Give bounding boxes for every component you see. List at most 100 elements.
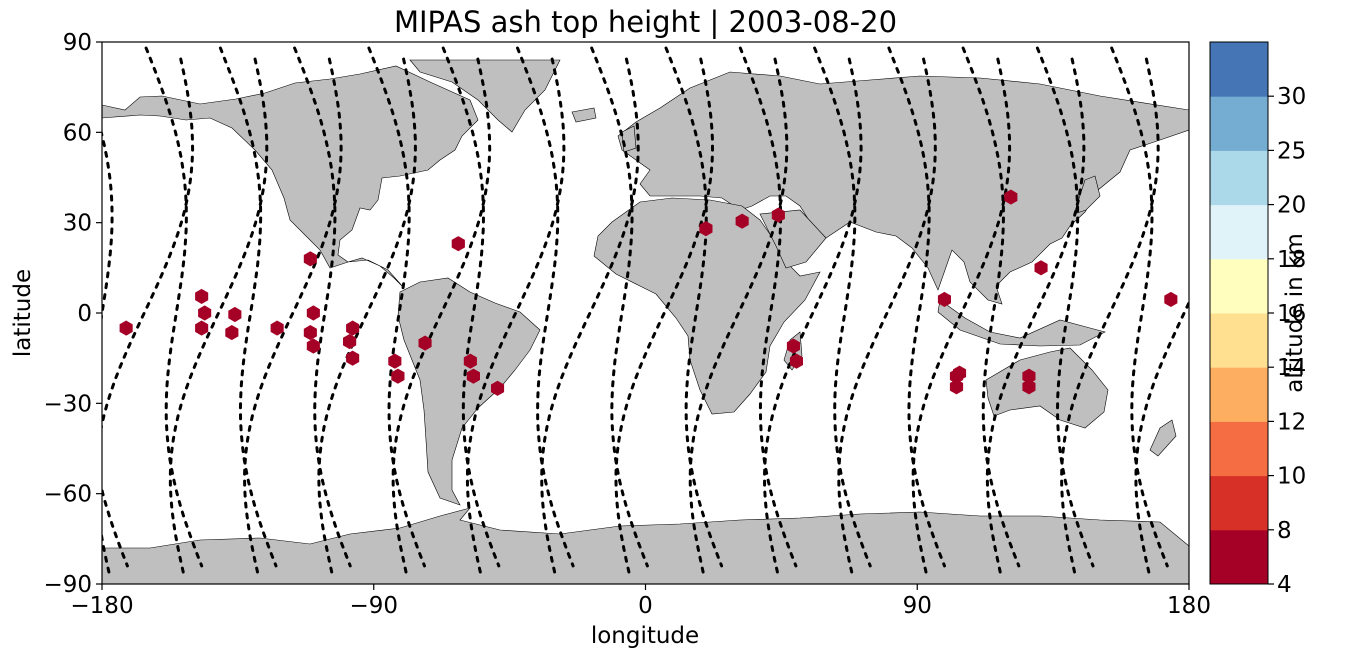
x-tick-label: 180 <box>1167 593 1211 619</box>
orbit-track-descending <box>516 46 575 568</box>
ash-point <box>451 236 465 252</box>
y-tick-label: −60 <box>43 482 92 508</box>
ash-point <box>1034 260 1048 276</box>
colorbar-tick-label: 16 <box>1277 301 1306 327</box>
land-layer <box>102 59 1189 584</box>
colorbar-label: altitude in km <box>1282 233 1308 393</box>
ash-point <box>119 320 133 336</box>
orbit-track-ascending <box>837 52 937 574</box>
x-axis-ticks: −180 −90 0 90 180 <box>70 584 1211 619</box>
orbit-track-descending <box>961 46 1021 568</box>
orbit-track-descending <box>218 46 278 568</box>
orbit-track-ascending <box>911 52 1012 574</box>
y-tick-label: 30 <box>63 211 92 237</box>
ash-point <box>949 379 964 395</box>
orbit-track-descending <box>887 46 946 568</box>
orbit-track-ascending <box>985 52 1086 574</box>
landmass-australia <box>985 347 1109 429</box>
landmass-north-america <box>102 65 479 289</box>
orbit-track-descending <box>102 129 129 568</box>
orbit-track-ascending <box>391 52 492 574</box>
x-tick-label: 90 <box>903 593 932 619</box>
orbit-track-descending <box>1110 46 1169 568</box>
orbit-track-ascending <box>540 52 640 574</box>
colorbar-tick-label: 14 <box>1277 355 1306 381</box>
orbit-track-ascending <box>1060 52 1160 574</box>
ash-point <box>195 288 209 304</box>
y-axis-label: latitude <box>10 269 36 357</box>
x-tick-label: 0 <box>638 593 653 619</box>
ash-point <box>346 320 360 336</box>
colorbar-tick-label: 12 <box>1277 409 1306 435</box>
orbit-track-ascending <box>465 52 566 574</box>
orbit-track-ascending <box>242 52 343 574</box>
ash-point <box>1164 291 1178 307</box>
orbit-track-descending <box>1035 46 1095 568</box>
orbit-track-descending <box>441 46 501 568</box>
colorbar-segment <box>1210 96 1268 151</box>
x-axis-label: longitude <box>591 623 699 649</box>
orbit-track-ascending <box>614 52 715 574</box>
ash-point <box>735 213 749 229</box>
ash-point <box>225 325 239 341</box>
y-tick-label: 0 <box>77 301 92 327</box>
colorbar-segment <box>1210 313 1268 368</box>
colorbar-segment <box>1210 475 1268 531</box>
colorbar-tick-label: 25 <box>1277 138 1306 164</box>
chart-title: MIPAS ash top height | 2003-08-20 <box>393 5 898 39</box>
x-tick-label: −180 <box>70 593 133 619</box>
ash-point <box>466 368 480 384</box>
ash-points-layer <box>119 189 1178 396</box>
landmass-uk <box>621 125 637 153</box>
colorbar-segment <box>1210 258 1268 314</box>
ash-point <box>306 305 320 321</box>
ash-point <box>270 320 284 336</box>
orbit-track-ascending <box>1134 299 1189 574</box>
colorbar-segment <box>1210 150 1268 206</box>
ash-point <box>463 353 477 369</box>
y-axis-ticks: 90 60 30 0 −30 −60 −90 <box>43 30 102 598</box>
y-tick-label: 90 <box>63 30 92 56</box>
ash-point <box>789 353 803 369</box>
landmass-new-zealand <box>1149 419 1177 457</box>
ash-point <box>771 207 785 223</box>
orbit-track-descending <box>590 46 649 568</box>
ash-point <box>388 353 402 369</box>
orbit-track-ascending <box>762 52 863 574</box>
ash-point <box>303 251 317 267</box>
ash-point <box>303 325 317 341</box>
ash-point <box>391 368 405 384</box>
orbit-track-descending <box>367 46 426 568</box>
landmass-iceland <box>571 107 597 123</box>
colorbar-segment <box>1210 421 1268 477</box>
ash-point <box>937 291 951 307</box>
ash-point <box>699 221 713 237</box>
ash-point <box>418 335 432 351</box>
y-tick-label: −30 <box>43 391 92 417</box>
orbit-track-ascending <box>317 52 417 574</box>
orbit-track-descending <box>293 46 352 568</box>
orbit-track-ascending <box>688 52 789 574</box>
ash-point <box>786 338 800 354</box>
orbit-track-ascending <box>168 52 269 574</box>
orbit-track-descending <box>144 46 204 568</box>
colorbar-tick-label: 10 <box>1277 464 1306 490</box>
colorbar-tick-label: 30 <box>1277 84 1306 110</box>
colorbar-tick-label: 18 <box>1277 247 1306 273</box>
colorbar-tick-label: 20 <box>1277 193 1306 219</box>
ash-point <box>306 338 320 354</box>
ash-point <box>491 380 505 396</box>
colorbar-tick-label: 8 <box>1277 518 1292 544</box>
orbit-track-ascending <box>102 52 195 574</box>
ash-point <box>198 305 212 321</box>
ash-point <box>346 350 360 366</box>
ash-point <box>1004 189 1018 205</box>
satellite-tracks-layer <box>102 46 1189 574</box>
colorbar-tick-label: 4 <box>1277 572 1292 598</box>
landmass-japan <box>1073 175 1101 215</box>
orbit-track-descending <box>738 46 798 568</box>
landmass-antarctica <box>102 507 1189 584</box>
colorbar-segment <box>1210 529 1268 585</box>
colorbar-segment <box>1210 204 1268 260</box>
